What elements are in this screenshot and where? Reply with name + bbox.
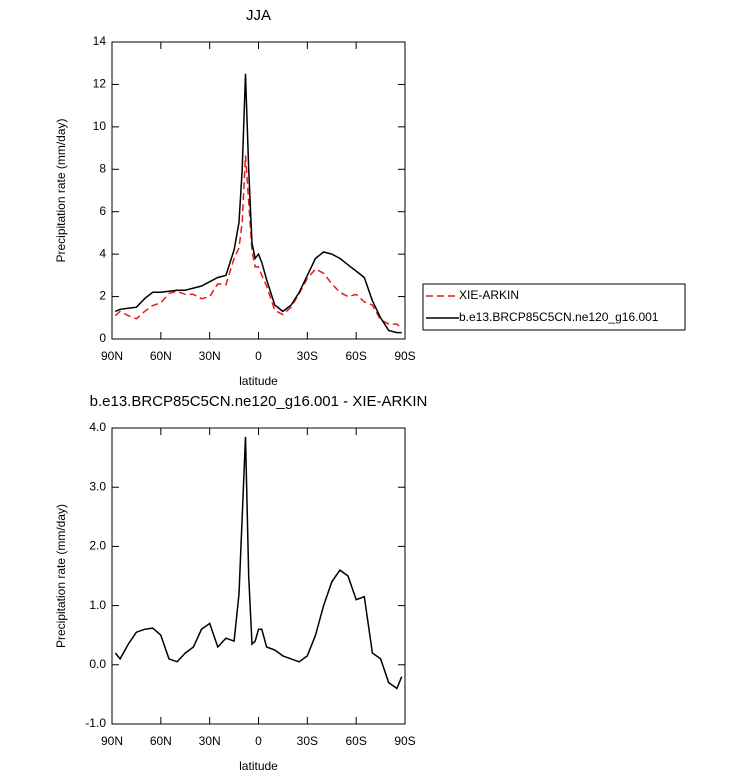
y-tick-label: 10 (93, 119, 107, 133)
y-tick-label: 12 (93, 77, 107, 91)
x-tick-label: 90N (101, 349, 123, 363)
x-tick-label: 30N (199, 734, 221, 748)
y-tick-label: 6 (99, 204, 106, 218)
y-tick-label: 3.0 (89, 479, 106, 493)
x-tick-label: 30N (199, 349, 221, 363)
x-tick-label: 60S (345, 349, 366, 363)
x-tick-label: 60N (150, 349, 172, 363)
y-tick-label: 2 (99, 289, 106, 303)
x-tick-label: 0 (255, 349, 262, 363)
x-tick-label: 60S (345, 734, 366, 748)
legend-label: b.e13.BRCP85C5CN.ne120_g16.001 (459, 310, 659, 324)
x-tick-label: 0 (255, 734, 262, 748)
x-tick-label: 90S (394, 349, 415, 363)
legend-label: XIE-ARKIN (459, 288, 519, 302)
y-tick-label: 14 (93, 34, 107, 48)
y-tick-label: 8 (99, 161, 106, 175)
chart-title: b.e13.BRCP85C5CN.ne120_g16.001 - XIE-ARK… (90, 393, 428, 410)
legend-box (422, 283, 686, 331)
x-tick-label: 60N (150, 734, 172, 748)
x-axis-label: latitude (239, 374, 278, 388)
series-line (114, 73, 402, 334)
y-tick-label: 4 (99, 246, 106, 260)
y-tick-label: 0.0 (89, 657, 106, 671)
y-axis-label: Precipitation rate (mm/day) (54, 504, 68, 648)
x-tick-label: 90S (394, 734, 415, 748)
x-tick-label: 30S (297, 349, 318, 363)
series-line (114, 155, 403, 329)
chart-title: JJA (246, 7, 271, 24)
x-axis-label: latitude (239, 759, 278, 773)
y-tick-label: 4.0 (89, 420, 106, 434)
x-tick-label: 30S (297, 734, 318, 748)
series-line (114, 436, 403, 690)
y-tick-label: 0 (99, 331, 106, 345)
x-tick-label: 90N (101, 734, 123, 748)
y-tick-label: 1.0 (89, 598, 106, 612)
y-tick-label: -1.0 (85, 716, 106, 730)
plot-frame (111, 427, 406, 725)
y-tick-label: 2.0 (89, 539, 106, 553)
plot-frame (111, 41, 406, 340)
y-axis-label: Precipitation rate (mm/day) (54, 118, 68, 262)
